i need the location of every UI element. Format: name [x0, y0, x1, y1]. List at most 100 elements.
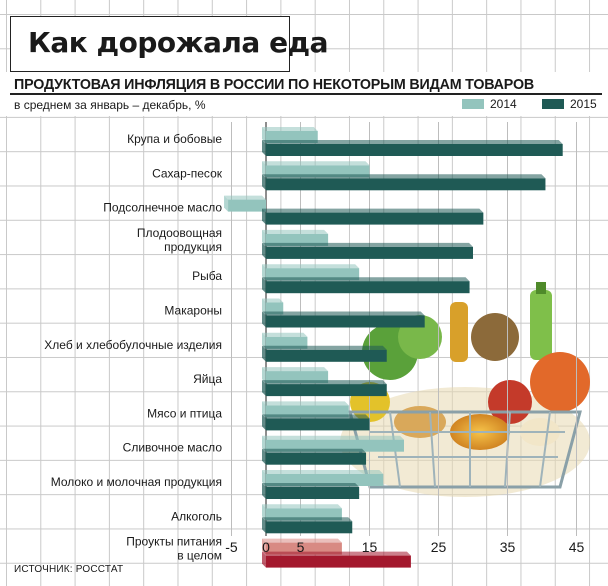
bar-2014-12-top	[262, 538, 342, 543]
bar-2015-9-top	[262, 448, 367, 453]
category-label-10: Молоко и молочная продукция	[51, 475, 222, 489]
bar-2015-11	[262, 517, 353, 534]
bar-2015-11-face	[266, 521, 353, 534]
bar-2014-3-side	[262, 229, 266, 246]
bar-2014-9-side	[262, 435, 266, 452]
bar-2014-11-top	[262, 504, 342, 509]
bar-2015-8	[262, 414, 370, 431]
headline: Как дорожала еда	[28, 26, 329, 59]
bar-2015-6-side	[262, 345, 266, 362]
bar-2015-10	[262, 483, 360, 499]
bar-2014-4-side	[262, 264, 266, 281]
x-tick-label-1: 0	[262, 539, 270, 555]
category-label-11: Алкоголь	[171, 509, 222, 523]
category-label-12: Проукты питания в целом	[126, 535, 222, 563]
bar-2015-11-side	[262, 517, 266, 534]
bar-2014-2	[224, 195, 266, 212]
bar-2014-10-side	[262, 470, 266, 486]
bar-2015-5	[262, 311, 425, 328]
bar-2015-7-side	[262, 380, 266, 397]
bar-2015-8-side	[262, 414, 266, 431]
title-rule	[10, 93, 602, 95]
bar-2015-11-top	[262, 517, 353, 522]
bar-2014-6-side	[262, 332, 266, 349]
bar-2015-1-face	[266, 178, 546, 191]
legend-label-2014: 2014	[490, 97, 517, 111]
bar-2015-5-side	[262, 311, 266, 328]
bar-2014-10-top	[262, 470, 384, 474]
bar-2015-12-face	[266, 555, 411, 568]
x-tick-label-5: 35	[500, 539, 516, 555]
bar-2015-1	[262, 174, 546, 191]
category-label-3: Плодоовощная продукция	[137, 226, 222, 254]
bar-2014-0-top	[262, 127, 318, 131]
bar-2014-5-side	[262, 298, 266, 315]
category-label-1: Сахар-песок	[152, 166, 223, 180]
bar-2015-9	[262, 448, 367, 465]
category-label-2: Подсолнечное масло	[103, 201, 222, 215]
bar-2015-4-face	[266, 281, 470, 294]
legend-label-2015: 2015	[570, 97, 597, 111]
bar-2014-5-top	[262, 298, 284, 303]
bar-2015-8-top	[262, 414, 370, 419]
category-label-0: Крупа и бобовые	[127, 132, 222, 146]
bar-2015-6-face	[266, 349, 387, 362]
legend-swatch-2015	[542, 99, 564, 109]
bar-2014-6-top	[262, 332, 308, 337]
bar-2014-7-top	[262, 367, 329, 372]
bar-2015-2-top	[262, 208, 484, 213]
bar-2014-1-top	[262, 161, 370, 166]
bar-2015-5-top	[262, 311, 425, 316]
category-label-4: Рыба	[192, 269, 222, 283]
bar-2015-0-side	[262, 140, 266, 156]
bar-2014-8-top	[262, 401, 349, 406]
headline-box	[10, 16, 290, 72]
bar-2014-4-top	[262, 264, 360, 269]
legend-swatch-2014	[462, 99, 484, 109]
bar-2014-1-side	[262, 161, 266, 178]
bar-2015-7-top	[262, 380, 387, 385]
bar-2015-1-top	[262, 174, 546, 179]
bar-2015-4	[262, 277, 470, 294]
bar-2015-4-top	[262, 277, 470, 282]
bar-2015-5-face	[266, 315, 425, 328]
x-tick-label-2: 5	[297, 539, 305, 555]
bar-2015-12-side	[262, 551, 266, 568]
x-tick-label-3: 15	[362, 539, 378, 555]
bar-2015-3-top	[262, 242, 473, 247]
chart-subtitle: в среднем за январь – декабрь, %	[14, 98, 206, 112]
bar-2014-2-face	[228, 199, 266, 212]
bar-2014-3-top	[262, 229, 329, 234]
category-label-9: Сливочное масло	[123, 441, 223, 455]
bar-2015-4-side	[262, 277, 266, 294]
bar-2015-6	[262, 345, 387, 362]
source-note: ИСТОЧНИК: РОССТАТ	[14, 564, 124, 575]
x-tick-label-0: -5	[225, 539, 238, 555]
bar-2015-1-side	[262, 174, 266, 191]
bar-2014-2-top	[224, 195, 266, 200]
bar-2014-12-side	[262, 538, 266, 555]
bar-2015-6-top	[262, 345, 387, 350]
bar-2015-3-side	[262, 242, 266, 259]
category-label-7: Яйца	[193, 372, 222, 386]
bar-2015-2	[262, 208, 484, 225]
bar-2015-0-top	[262, 140, 563, 144]
legend-2015: 2015	[542, 97, 597, 111]
bar-2015-3-face	[266, 246, 473, 259]
bar-2015-10-top	[262, 483, 360, 487]
bar-2015-7	[262, 380, 387, 397]
category-label-8: Мясо и птица	[147, 406, 222, 420]
bar-2015-3	[262, 242, 473, 259]
x-tick-label-4: 25	[431, 539, 447, 555]
bar-2014-2-side	[224, 195, 229, 212]
bar-2015-0-face	[266, 144, 563, 156]
legend-2014: 2014	[462, 97, 517, 111]
bar-2015-0	[262, 140, 563, 156]
bar-2015-10-face	[266, 487, 360, 499]
bar-2014-0-side	[262, 127, 266, 143]
bar-2014-11-side	[262, 504, 266, 521]
category-label-5: Макароны	[164, 304, 222, 318]
bar-2014-7-side	[262, 367, 266, 384]
bar-2015-8-face	[266, 418, 370, 431]
